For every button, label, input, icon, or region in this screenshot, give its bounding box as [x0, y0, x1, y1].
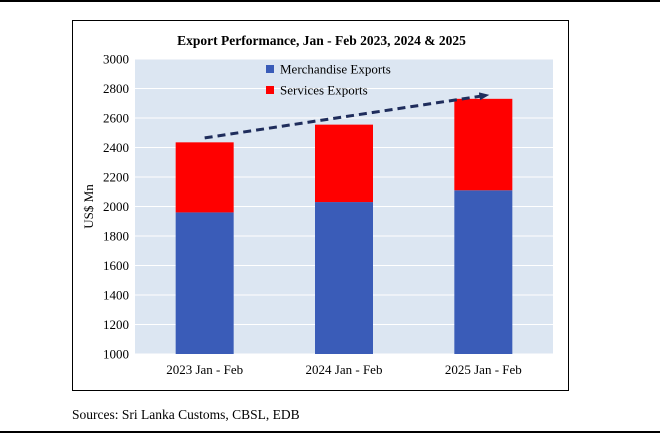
x-tick-label: 2024 Jan - Feb	[306, 362, 383, 377]
top-rule	[0, 0, 660, 2]
bar-merchandise	[454, 190, 513, 354]
y-axis-label: US$ Mn	[81, 184, 96, 229]
export-chart: Export Performance, Jan - Feb 2023, 2024…	[81, 33, 553, 377]
y-tick-label: 2400	[103, 140, 129, 155]
y-tick-label: 2200	[103, 170, 129, 185]
y-tick-label: 1000	[103, 347, 129, 362]
y-tick-label: 3000	[103, 52, 129, 67]
y-tick-label: 1400	[103, 288, 129, 303]
bottom-rule	[0, 431, 660, 433]
legend-label: Merchandise Exports	[280, 62, 391, 77]
legend-label: Services Exports	[280, 83, 368, 98]
bar-merchandise	[175, 212, 234, 354]
chart-frame: Export Performance, Jan - Feb 2023, 2024…	[72, 20, 569, 391]
legend-swatch	[266, 65, 274, 73]
trend-arrow	[204, 92, 490, 140]
x-tick-label: 2023 Jan - Feb	[166, 362, 243, 377]
bar-services	[315, 124, 373, 203]
bar-services	[175, 142, 234, 213]
y-tick-label: 2600	[103, 111, 129, 126]
legend-swatch	[266, 86, 274, 94]
bar-merchandise	[315, 202, 373, 354]
y-tick-label: 2800	[103, 81, 129, 96]
y-tick-label: 1800	[103, 229, 129, 244]
bar-services	[454, 98, 513, 191]
y-tick-label: 2000	[103, 199, 129, 214]
x-tick-label: 2025 Jan - Feb	[445, 362, 522, 377]
source-note: Sources: Sri Lanka Customs, CBSL, EDB	[72, 407, 300, 422]
clipped-text-fragment: '	[2, 0, 4, 8]
y-tick-label: 1200	[103, 317, 129, 332]
chart-title: Export Performance, Jan - Feb 2023, 2024…	[177, 33, 466, 48]
y-tick-label: 1600	[103, 258, 129, 273]
